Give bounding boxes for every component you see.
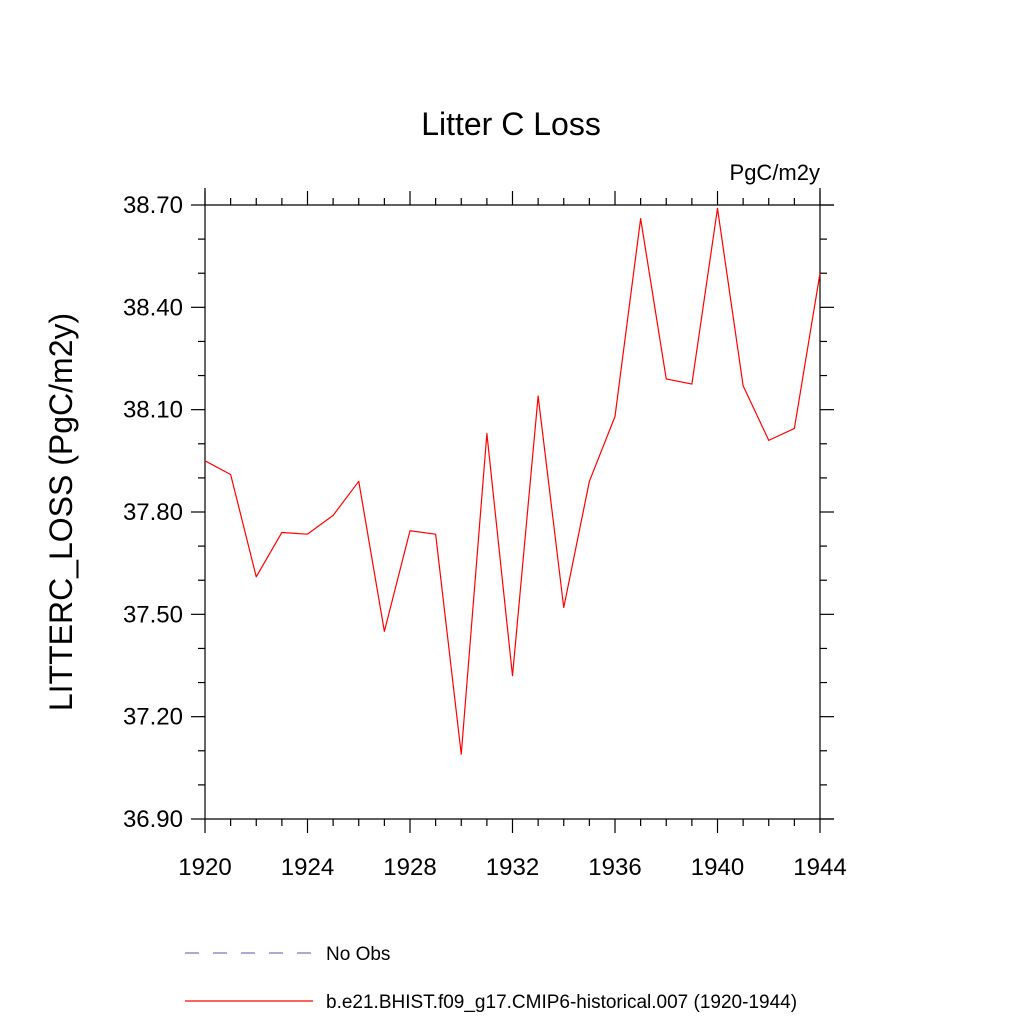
x-tick-label: 1936 [588,854,641,881]
x-tick-label: 1944 [793,854,846,881]
x-tick-label: 1928 [383,854,436,881]
y-axis-label: LITTERC_LOSS (PgC/m2y) [43,313,79,711]
legend-label-1: b.e21.BHIST.f09_g17.CMIP6-historical.007… [326,992,797,1013]
y-tick-label: 38.10 [123,397,183,424]
x-tick-label: 1924 [281,854,334,881]
x-tick-label: 1920 [178,854,231,881]
axes: 36.90 37.20 37.50 37.80 38.10 38.40 38.70 1920 1… [123,188,847,881]
y-tick-label: 36.90 [123,806,183,833]
x-tick-label: 1940 [691,854,744,881]
series-lines [204,207,821,755]
y-tick-label: 38.40 [123,294,183,321]
series-line-0 [204,207,821,755]
legend-label-0: No Obs [326,944,390,965]
units-label: PgC/m2y [730,160,820,185]
y-tick-label: 37.20 [123,704,183,731]
chart-title: Litter C Loss [421,106,601,142]
y-tick-label: 37.80 [123,499,183,526]
y-tick-label: 38.70 [123,192,183,219]
legend: No Obs b.e21.BHIST.f09_g17.CMIP6-historic… [185,944,797,1013]
x-tick-label: 1932 [486,854,539,881]
y-tick-label: 37.50 [123,601,183,628]
